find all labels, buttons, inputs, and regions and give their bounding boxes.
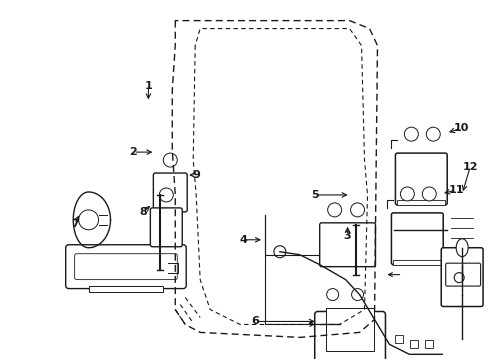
Circle shape [273, 246, 285, 258]
Text: 9: 9 [192, 170, 200, 180]
Circle shape [422, 187, 435, 201]
Bar [397, 200, 444, 205]
Text: 3: 3 [343, 231, 351, 241]
FancyBboxPatch shape [75, 254, 177, 280]
Circle shape [79, 210, 99, 230]
Circle shape [404, 127, 417, 141]
Text: 10: 10 [452, 123, 468, 133]
FancyBboxPatch shape [150, 208, 182, 247]
Circle shape [350, 203, 364, 217]
Circle shape [453, 273, 463, 283]
Circle shape [159, 188, 173, 202]
FancyBboxPatch shape [314, 311, 385, 360]
Bar [88, 285, 163, 292]
Text: 11: 11 [447, 185, 463, 195]
Text: 1: 1 [144, 81, 152, 91]
Ellipse shape [455, 239, 467, 257]
Text: 5: 5 [310, 190, 318, 200]
FancyBboxPatch shape [445, 263, 480, 286]
Circle shape [326, 289, 338, 301]
Text: 8: 8 [139, 207, 147, 217]
Bar [395, 336, 403, 343]
FancyBboxPatch shape [440, 248, 482, 306]
Bar [425, 340, 432, 348]
Circle shape [327, 203, 341, 217]
FancyBboxPatch shape [319, 223, 375, 267]
Text: 4: 4 [239, 235, 246, 245]
Circle shape [351, 289, 363, 301]
Text: 12: 12 [462, 162, 477, 172]
Bar [325, 307, 374, 351]
Circle shape [163, 153, 177, 167]
FancyBboxPatch shape [153, 173, 187, 212]
Circle shape [400, 187, 413, 201]
FancyBboxPatch shape [65, 245, 186, 289]
Bar [393, 260, 440, 265]
FancyBboxPatch shape [390, 213, 442, 265]
Text: 7: 7 [71, 219, 79, 229]
Circle shape [426, 127, 439, 141]
FancyBboxPatch shape [395, 153, 447, 205]
Text: 6: 6 [250, 316, 258, 327]
Text: 2: 2 [129, 147, 137, 157]
Bar [409, 340, 417, 348]
